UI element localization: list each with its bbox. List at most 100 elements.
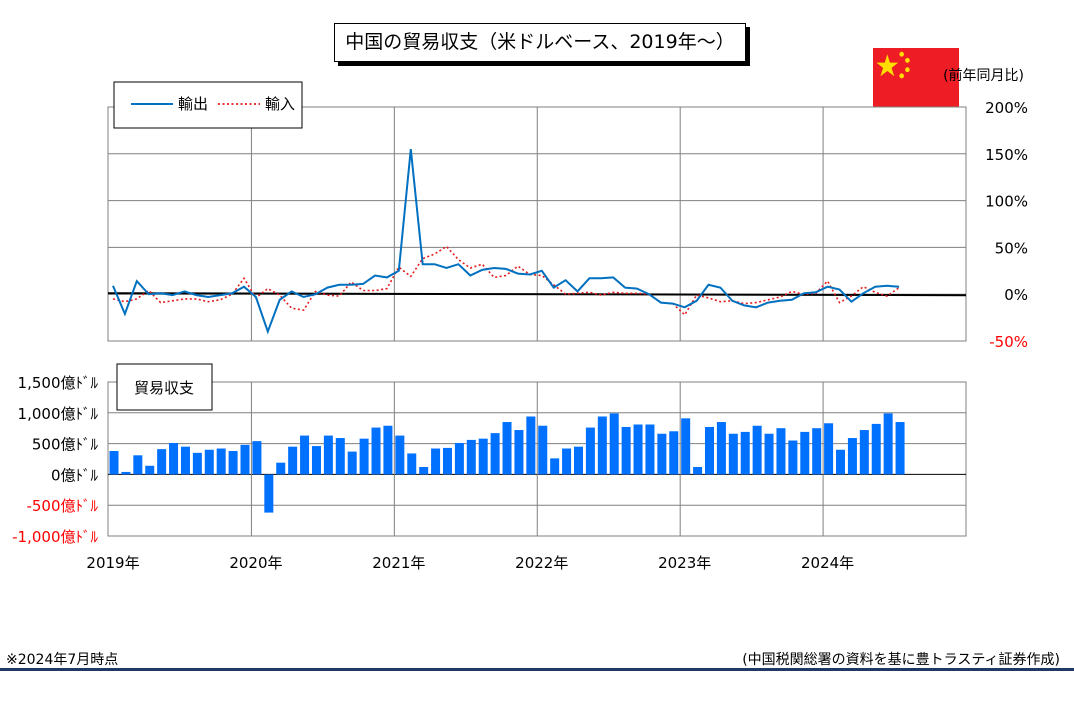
x-tick-label: 2019年 xyxy=(86,554,139,572)
trade-balance-bar xyxy=(264,474,274,513)
trade-balance-bar xyxy=(454,442,464,475)
trade-balance-bar xyxy=(288,446,298,475)
trade-balance-bar xyxy=(204,449,214,475)
trade-balance-bar xyxy=(276,462,286,475)
trade-balance-bar xyxy=(490,433,500,475)
import-series-line xyxy=(112,245,900,317)
trade-balance-bar xyxy=(323,435,333,475)
flag-small-star xyxy=(899,51,904,57)
x-tick-label: 2022年 xyxy=(515,554,568,572)
trade-balance-bar xyxy=(573,446,583,475)
trade-balance-bar xyxy=(180,446,190,475)
trade-balance-bar xyxy=(824,423,834,475)
trade-balance-bar xyxy=(705,426,714,475)
flag-small-star xyxy=(905,57,910,63)
chart-title: 中国の貿易収支（米ドルベース、2019年～） xyxy=(334,23,746,62)
bar-y-tick-label: 500億ﾄﾞﾙ xyxy=(32,436,99,454)
trade-balance-bar xyxy=(478,438,488,475)
trade-balance-bar xyxy=(871,423,881,475)
trade-balance-bar xyxy=(740,431,750,475)
trade-balance-bar xyxy=(311,446,321,475)
trade-balance-bar xyxy=(859,430,869,475)
trade-balance-bar xyxy=(609,413,619,475)
trade-balance-bar xyxy=(359,438,369,475)
trade-balance-bar xyxy=(371,427,381,475)
trade-balance-bar xyxy=(466,439,476,475)
bar-y-tick-label: -500億ﾄﾞﾙ xyxy=(26,497,98,515)
trade-balance-bar xyxy=(597,416,607,475)
trade-balance-bar xyxy=(645,424,655,475)
trade-balance-bar xyxy=(716,422,726,475)
trade-balance-bar xyxy=(395,435,405,475)
trade-balance-bar xyxy=(157,449,167,475)
legend-label: 輸出 xyxy=(178,95,208,113)
trade-balance-bar xyxy=(431,448,441,475)
flag-small-star xyxy=(899,73,904,79)
x-tick-label: 2020年 xyxy=(229,554,282,572)
line-y-tick-label: 100% xyxy=(985,193,1028,211)
source-note: (中国税関総署の資料を基に豊トラスティ証券作成) xyxy=(742,652,1060,668)
trade-balance-bar xyxy=(502,422,512,475)
trade-balance-bar xyxy=(681,418,691,475)
trade-balance-bar xyxy=(895,422,905,475)
trade-balance-bar xyxy=(585,427,595,475)
trade-balance-bar xyxy=(883,413,893,475)
flag-small-star xyxy=(905,67,910,73)
trade-balance-bar xyxy=(621,426,631,475)
footer-divider xyxy=(0,668,1074,671)
trade-balance-bar xyxy=(442,447,452,475)
export-series-line xyxy=(112,148,900,335)
trade-balance-bar xyxy=(669,431,679,475)
bar-y-tick-label: 1,000億ﾄﾞﾙ xyxy=(18,405,99,423)
trade-balance-bar xyxy=(836,449,846,475)
line-y-tick-label: 200% xyxy=(985,99,1028,117)
line-unit-label: (前年同月比) xyxy=(943,67,1024,84)
trade-balance-bar xyxy=(526,416,536,475)
bar-chart-title: 貿易収支 xyxy=(134,379,194,397)
line-y-tick-label: 0% xyxy=(1004,286,1028,304)
trade-balance-bar xyxy=(228,450,238,475)
line-y-tick-label: 50% xyxy=(995,239,1028,257)
trade-balance-bar xyxy=(121,471,131,475)
bar-y-tick-label: 1,500億ﾄﾞﾙ xyxy=(18,374,99,392)
trade-balance-bar xyxy=(407,453,417,475)
bar-title-box xyxy=(116,363,213,411)
trade-balance-bar xyxy=(776,428,786,475)
bar-y-tick-label: -1,000億ﾄﾞﾙ xyxy=(12,528,98,546)
footnote: ※2024年7月時点 xyxy=(6,652,119,668)
trade-balance-bar xyxy=(812,428,822,475)
trade-balance-bar xyxy=(562,448,572,475)
bar-y-tick-label: 0億ﾄﾞﾙ xyxy=(51,466,99,484)
trade-balance-bar xyxy=(169,442,179,475)
line-y-tick-label: -50% xyxy=(989,333,1028,351)
trade-balance-bar xyxy=(109,450,119,475)
trade-balance-bar xyxy=(335,438,345,475)
x-tick-label: 2023年 xyxy=(658,554,711,572)
trade-balance-bar xyxy=(216,448,226,475)
trade-balance-bar xyxy=(847,438,857,475)
flag-large-star xyxy=(876,54,899,77)
trade-balance-bar xyxy=(383,425,393,475)
trade-balance-bar xyxy=(752,425,762,475)
trade-balance-bar xyxy=(419,467,429,475)
trade-balance-bar xyxy=(192,452,202,475)
line-y-tick-label: 150% xyxy=(985,146,1028,164)
trade-balance-bar xyxy=(764,433,774,475)
trade-balance-bar xyxy=(800,431,810,475)
trade-balance-bar xyxy=(300,435,310,475)
x-tick-label: 2024年 xyxy=(801,554,854,572)
trade-balance-bar xyxy=(538,425,548,475)
trade-balance-bar xyxy=(347,451,357,475)
trade-balance-bar xyxy=(657,433,667,475)
trade-balance-bar xyxy=(550,458,560,475)
trade-balance-bar xyxy=(693,467,703,475)
trade-balance-bar xyxy=(252,441,262,475)
legend-label: 輸入 xyxy=(265,95,295,113)
trade-balance-bar xyxy=(788,440,798,475)
trade-balance-bar xyxy=(728,433,738,475)
trade-balance-bar xyxy=(240,444,250,475)
trade-balance-bar xyxy=(514,430,524,475)
trade-balance-bar xyxy=(145,465,155,475)
trade-balance-bar xyxy=(133,455,143,475)
